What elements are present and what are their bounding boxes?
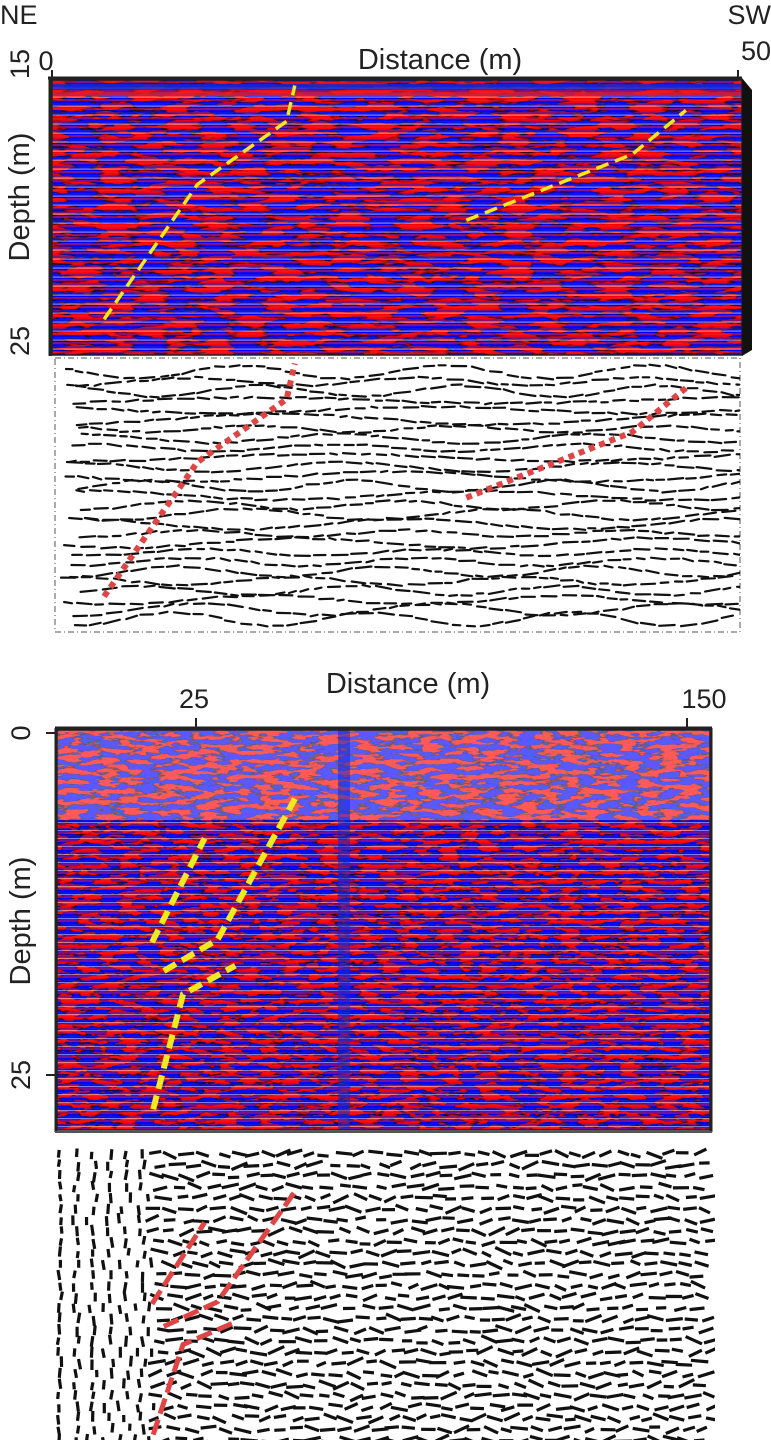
top-radar-fault-B-trace — [465, 108, 688, 222]
top-reflector-dashes — [59, 363, 740, 628]
top-right-direction: SW — [728, 0, 771, 30]
top-left-direction: NE — [0, 0, 38, 30]
bottom-radar-fault-3-trace — [150, 962, 237, 1110]
top-radar-faults — [102, 85, 688, 321]
top-interpretation-reflectors — [59, 363, 740, 628]
bottom-y-tick-b: 25 — [6, 1060, 36, 1090]
bottom-panel: Distance (m) 25 150 0 25 Depth (m) — [5, 668, 727, 1440]
bottom-reflector-strokes — [55, 1147, 715, 1440]
bottom-x-tick-b: 150 — [681, 684, 726, 714]
top-y-tick-bottom: 25 — [5, 326, 35, 356]
bottom-radar-fault-2-trace — [162, 797, 298, 974]
top-interp-fault-A-trace — [101, 362, 298, 599]
top-panel: NE SW Distance (m) 0 50 15 25 Depth (m) — [0, 0, 771, 633]
bottom-radargram — [57, 730, 710, 1130]
top-interp-fault-B-trace — [465, 385, 688, 501]
bottom-x-axis-title: Distance (m) — [326, 668, 490, 700]
bottom-y-axis-title: Depth (m) — [5, 857, 37, 986]
top-x-axis-title: Distance (m) — [358, 44, 522, 76]
bottom-interpretation — [55, 1147, 715, 1440]
top-right-edge-shadow — [742, 78, 752, 356]
top-interpretation — [54, 357, 741, 633]
top-x-tick-end: 50 — [741, 36, 771, 66]
bottom-interp-fault-1-trace — [149, 1221, 207, 1306]
top-radar-fault-A-trace — [102, 85, 297, 321]
top-y-axis-title: Depth (m) — [4, 133, 36, 262]
top-y-tick-top: 15 — [5, 49, 35, 79]
top-x-tick-start: 0 — [38, 46, 53, 76]
bottom-interpretation-faults — [149, 1189, 298, 1436]
bottom-radar-fault-1-trace — [149, 836, 208, 944]
bottom-interp-fault-2-trace — [162, 1189, 298, 1329]
top-interpretation-faults — [101, 362, 688, 599]
bottom-x-tick-a: 25 — [179, 684, 209, 714]
bottom-y-tick-a: 0 — [6, 725, 36, 740]
bottom-radar-faults — [149, 797, 298, 1110]
bottom-interpretation-reflectors — [55, 1147, 715, 1440]
bottom-interp-fault-3-trace — [150, 1319, 237, 1436]
top-radargram — [52, 80, 742, 355]
